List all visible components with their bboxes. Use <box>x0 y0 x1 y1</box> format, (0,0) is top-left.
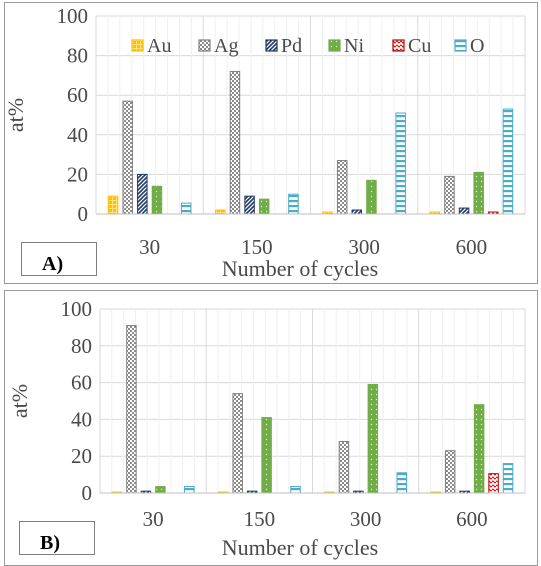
bar-cu-600 <box>488 473 499 494</box>
bar-pd-150 <box>244 195 255 215</box>
bar-ni-30 <box>151 185 163 215</box>
bar-ag-300 <box>336 160 348 215</box>
x-axis-title: Number of cycles <box>222 256 378 281</box>
legend-swatch <box>131 39 144 52</box>
bar-ag-300 <box>338 440 350 494</box>
legend: Au Ag Pd Ni Cu O <box>131 35 484 57</box>
y-tick-label: 0 <box>82 481 93 505</box>
y-tick-label: 40 <box>71 407 92 431</box>
bar-ag-150 <box>232 393 243 494</box>
y-axis-title: at% <box>7 384 32 418</box>
legend-label: Ag <box>214 35 238 57</box>
x-tick-label: 30 <box>139 235 160 259</box>
legend-label: Ni <box>344 35 364 57</box>
x-tick-label: 600 <box>456 507 488 531</box>
x-tick-label: 300 <box>350 507 382 531</box>
legend-swatch <box>454 39 467 52</box>
x-tick-label: 150 <box>244 507 276 531</box>
bar-o-300 <box>396 472 408 494</box>
legend-label: O <box>470 35 484 57</box>
legend-item-pd: Pd <box>265 35 302 57</box>
x-tick-label: 300 <box>348 235 380 259</box>
bar-au-150 <box>215 209 226 215</box>
chart-frame <box>4 2 538 284</box>
bar-pd-600 <box>458 207 470 215</box>
bar-ag-600 <box>444 175 455 215</box>
bar-o-300 <box>395 112 406 215</box>
bar-chart-a: 0 20 40 60 80 100 30 150 300 600 Number of cycles a… <box>3 4 526 281</box>
y-tick-label: 20 <box>67 162 88 186</box>
bar-ag-150 <box>229 70 241 215</box>
chart-panel-b: 0 20 40 60 80 100 30 150 300 600 Number of cycles a… <box>0 288 541 566</box>
bar-ni-600 <box>473 404 485 494</box>
y-tick-label: 60 <box>67 83 88 107</box>
legend-swatch <box>328 39 341 52</box>
legend-swatch <box>265 39 278 52</box>
y-tick-label: 80 <box>67 44 88 68</box>
bar-o-600 <box>502 463 514 494</box>
y-axis-title: at% <box>3 98 28 132</box>
y-tick-label: 0 <box>78 202 89 226</box>
legend-item-ni: Ni <box>328 35 364 57</box>
bar-o-150 <box>290 486 301 494</box>
bar-ni-300 <box>366 179 377 215</box>
bars <box>107 70 514 215</box>
bar-pd-30 <box>137 173 148 215</box>
x-axis-title: Number of cycles <box>222 535 378 560</box>
bar-ag-30 <box>122 100 133 215</box>
bar-chart-b: 0 20 40 60 80 100 30 150 300 600 Number of cycles a… <box>7 297 526 560</box>
bar-ag-600 <box>444 450 456 494</box>
x-tick-label: 600 <box>456 235 488 259</box>
legend-item-ag: Ag <box>198 35 238 57</box>
x-tick-label: 150 <box>241 235 273 259</box>
bar-ni-150 <box>261 417 272 494</box>
legend-item-o: O <box>454 35 484 57</box>
legend-label: Pd <box>281 35 302 57</box>
legend-item-au: Au <box>131 35 171 57</box>
bar-ag-30 <box>126 325 137 494</box>
bar-ni-600 <box>473 171 484 215</box>
y-tick-label: 100 <box>57 4 89 28</box>
legend-item-cu: Cu <box>392 35 431 57</box>
legend-label: Au <box>147 35 171 57</box>
legend-swatch <box>392 39 405 52</box>
bar-au-30 <box>107 195 119 215</box>
bar-ni-30 <box>155 486 166 494</box>
panel-label-a: A) <box>21 242 97 276</box>
y-tick-label: 100 <box>61 297 93 321</box>
bar-o-30 <box>184 486 195 494</box>
legend-swatch <box>198 39 211 52</box>
bar-ni-150 <box>258 198 270 215</box>
y-tick-label: 80 <box>71 334 92 358</box>
x-tick-label: 30 <box>143 507 164 531</box>
y-tick-label: 60 <box>71 371 92 395</box>
bar-pd-300 <box>351 209 363 215</box>
bar-o-600 <box>502 108 514 215</box>
bar-ni-300 <box>367 383 379 494</box>
legend-label: Cu <box>408 35 431 57</box>
y-tick-label: 40 <box>67 123 88 147</box>
panel-label-b: B) <box>19 521 95 555</box>
gridlines <box>99 308 526 494</box>
bar-o-150 <box>288 193 299 215</box>
chart-panel-a: 0 20 40 60 80 100 30 150 300 600 Number of cycles a… <box>3 2 538 284</box>
bar-o-30 <box>180 202 192 215</box>
y-tick-label: 20 <box>71 444 92 468</box>
